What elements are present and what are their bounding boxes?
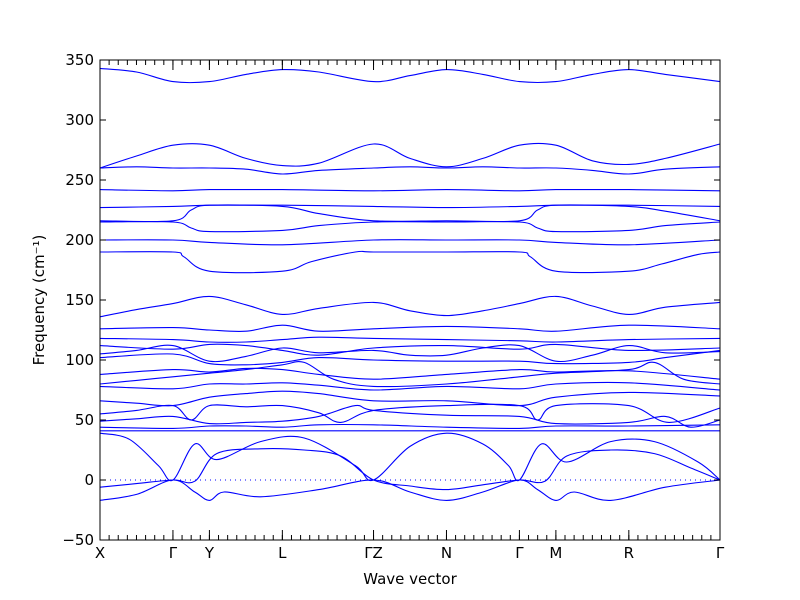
phonon-band-14: [99, 344, 721, 363]
phonon-band-3: [99, 166, 721, 175]
plot-frame: [99, 59, 721, 541]
phonon-band-22: [99, 423, 721, 429]
phonon-band-17: [99, 361, 721, 388]
phonon-band-9: [99, 250, 721, 274]
phonon-band-10: [99, 295, 721, 318]
x-tick-label: R: [624, 544, 634, 562]
phonon-band-8: [99, 239, 721, 246]
y-tick-label: −50: [62, 531, 94, 549]
phonon-band-12: [99, 336, 721, 343]
x-tick-label: L: [278, 544, 287, 562]
y-tick-label: 150: [65, 291, 94, 309]
y-tick-label: 200: [65, 231, 94, 249]
phonon-band-25: [99, 448, 721, 491]
x-axis: X Γ Y L ΓZ N Γ M R Γ: [95, 60, 725, 562]
y-axis-title: Frequency (cm⁻¹): [30, 235, 48, 366]
phonon-band-18: [99, 381, 721, 391]
x-tick-label: M: [549, 544, 562, 562]
y-tick-label: 350: [65, 51, 94, 69]
y-axis: −50 0 50 100 150 200 250 300 350: [62, 51, 720, 549]
phonon-band-2: [99, 142, 721, 169]
x-axis-title: Wave vector: [363, 570, 457, 588]
y-tick-label: 50: [75, 411, 94, 429]
phonon-band-26: [99, 479, 721, 501]
phonon-band-7: [99, 221, 721, 233]
x-tick-label: Γ: [169, 544, 178, 562]
phonon-band-13: [99, 343, 721, 356]
x-tick-label: N: [441, 544, 452, 562]
phonon-band-21: [99, 404, 721, 428]
x-tick-label: X: [95, 544, 105, 562]
phonon-band-16: [99, 367, 721, 380]
x-tick-label: Γ: [716, 544, 725, 562]
y-tick-label: 300: [65, 111, 94, 129]
phonon-band-20: [99, 403, 721, 423]
y-tick-label: 100: [65, 351, 94, 369]
phonon-band-19: [99, 390, 721, 407]
phonon-band-4: [99, 188, 721, 192]
bands-group: [99, 67, 721, 501]
y-tick-label: 0: [84, 471, 94, 489]
phonon-band-1: [99, 67, 721, 84]
x-tick-label: ΓZ: [364, 544, 383, 562]
x-tick-label: Y: [204, 544, 215, 562]
phonon-band-15: [99, 349, 721, 366]
y-tick-label: 250: [65, 171, 94, 189]
phonon-band-24: [99, 432, 721, 482]
x-tick-label: Γ: [515, 544, 524, 562]
phonon-band-11: [99, 324, 721, 332]
